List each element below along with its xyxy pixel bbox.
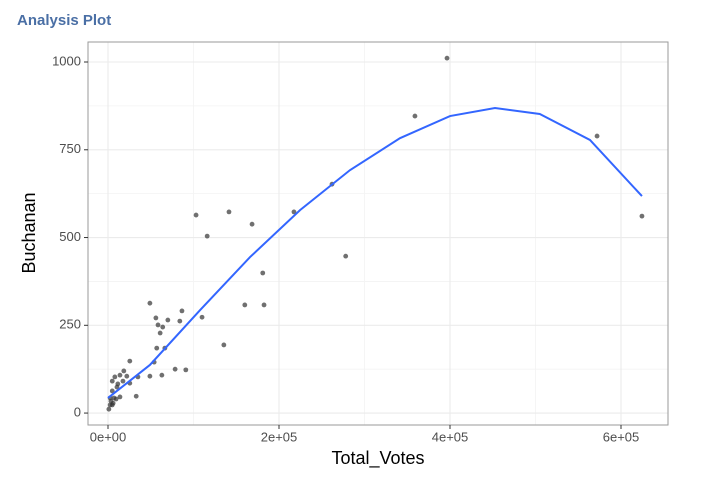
x-tick-label: 0e+00 <box>90 429 127 444</box>
point <box>127 358 133 364</box>
point <box>249 221 255 227</box>
y-tick-label: 500 <box>59 229 81 244</box>
point <box>153 315 159 321</box>
point <box>193 212 199 218</box>
point <box>121 368 127 374</box>
x-tick-label: 2e+05 <box>261 429 298 444</box>
point <box>291 209 297 215</box>
point <box>133 393 139 399</box>
grid <box>88 42 668 425</box>
marks <box>106 55 645 412</box>
fit-line <box>107 106 643 399</box>
point <box>120 378 126 384</box>
x-tick-label: 4e+05 <box>432 429 469 444</box>
point <box>109 388 115 394</box>
y-tick-label: 1000 <box>52 53 81 68</box>
point <box>117 372 123 378</box>
point <box>155 322 161 328</box>
point <box>179 308 185 314</box>
point <box>221 342 227 348</box>
chart-title: Analysis Plot <box>17 12 111 29</box>
point <box>199 314 205 320</box>
point <box>183 367 189 373</box>
x-axis-label: Total_Votes <box>331 448 424 469</box>
point <box>204 233 210 239</box>
point <box>106 406 112 412</box>
point <box>343 253 349 259</box>
point <box>172 366 178 372</box>
point <box>444 55 450 61</box>
point <box>159 372 165 378</box>
point <box>594 133 600 139</box>
point <box>412 113 418 119</box>
point <box>639 213 645 219</box>
point <box>147 373 153 379</box>
y-axis-label: Buchanan <box>19 192 39 273</box>
point <box>157 330 163 336</box>
point <box>242 302 248 308</box>
x-tick-label: 6e+05 <box>603 429 640 444</box>
point <box>261 302 267 308</box>
point <box>260 270 266 276</box>
panel-border <box>87 41 669 426</box>
point <box>112 374 118 380</box>
point <box>177 318 183 324</box>
point <box>124 373 130 379</box>
point <box>154 345 160 351</box>
point <box>226 209 232 215</box>
point <box>165 317 171 323</box>
point <box>113 396 119 402</box>
point <box>114 384 120 390</box>
point <box>147 300 153 306</box>
point <box>160 324 166 330</box>
y-tick-label: 250 <box>59 317 81 332</box>
point <box>109 378 115 384</box>
y-tick-label: 0 <box>74 405 81 420</box>
point <box>109 402 115 408</box>
point <box>117 394 123 400</box>
y-tick-label: 750 <box>59 141 81 156</box>
